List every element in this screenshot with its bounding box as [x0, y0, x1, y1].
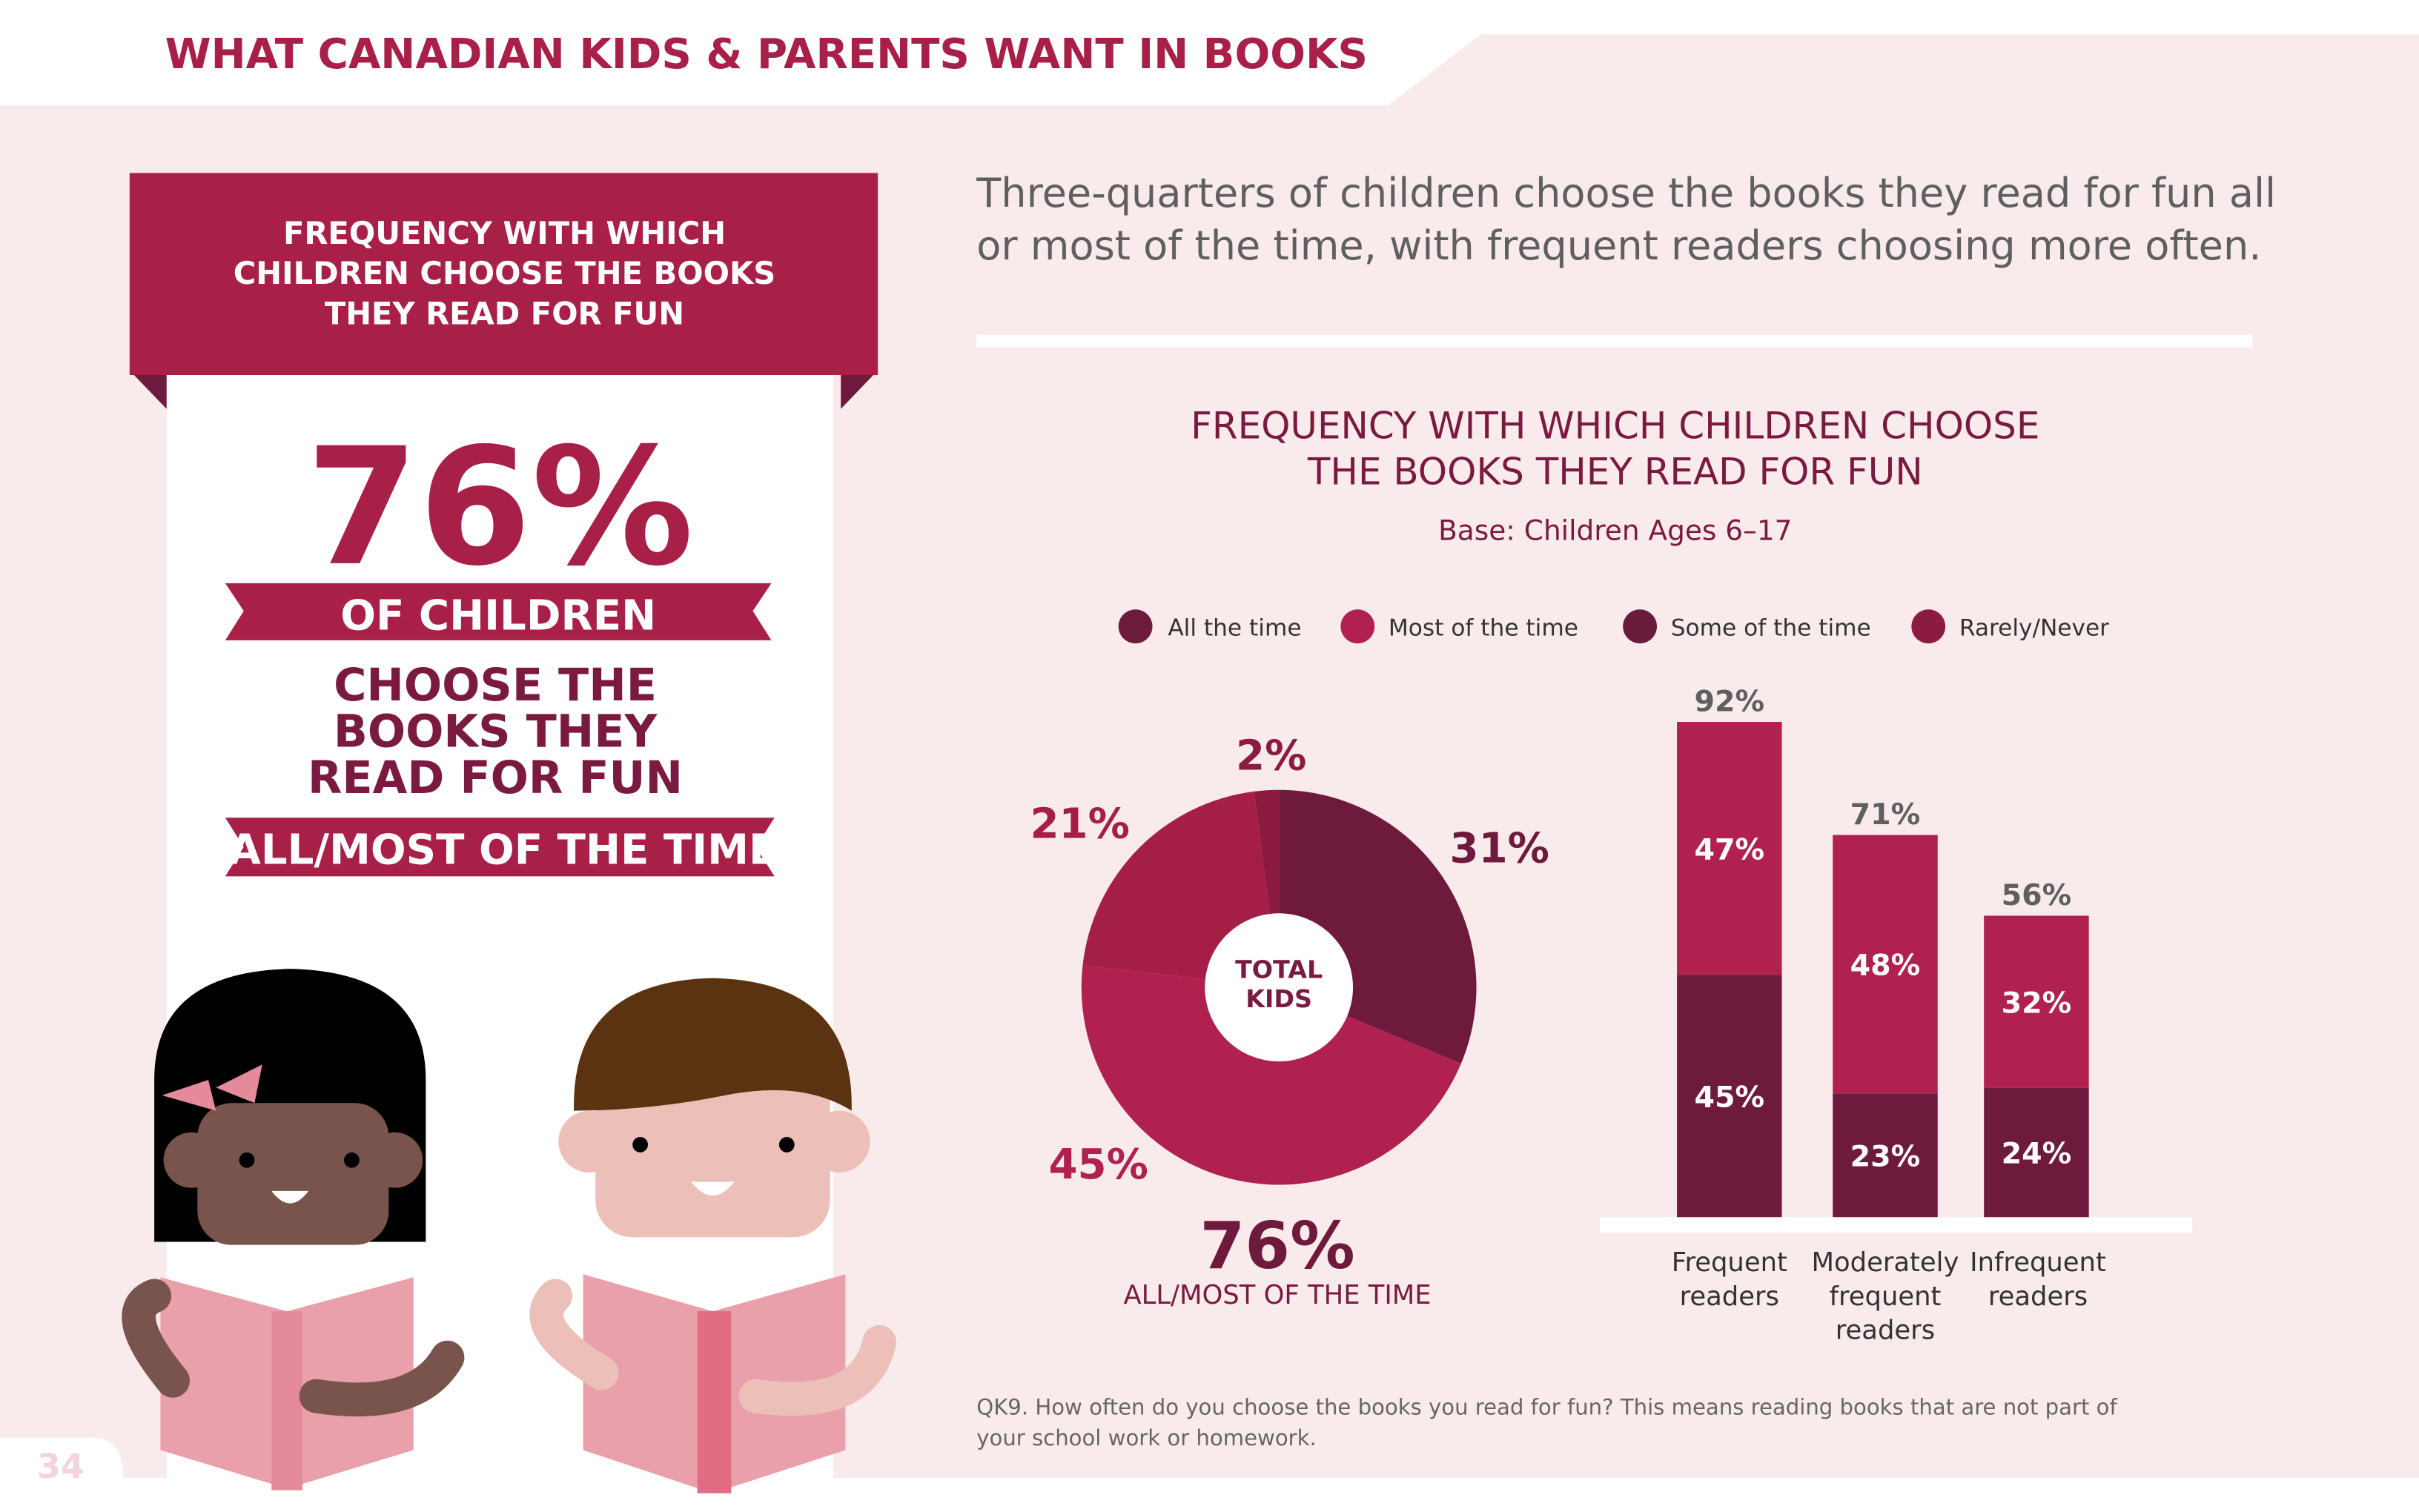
donut-summary-label: ALL/MOST OF THE TIME	[1123, 1280, 1431, 1310]
headline-line: or most of the time, with frequent reade…	[976, 222, 2261, 269]
divider	[976, 334, 2253, 348]
ribbon-text: OF CHILDREN	[340, 591, 656, 640]
bar-category-label: Moderately	[1812, 1247, 1959, 1278]
bar-category-label: readers	[1836, 1316, 1935, 1346]
donut-hole	[1205, 913, 1354, 1062]
footnote-line: QK9. How often do you choose the books y…	[976, 1395, 2117, 1420]
bar-category-label: Frequent	[1672, 1247, 1787, 1278]
banner-line: THEY READ FOR FUN	[325, 295, 684, 331]
bar-segment	[1833, 1093, 1938, 1218]
chart-title: THE BOOKS THEY READ FOR FUN	[1307, 451, 1923, 494]
bar-segment-label: 48%	[1850, 948, 1921, 982]
donut-center-label: TOTAL	[1235, 955, 1323, 984]
middle-line: BOOKS THEY	[334, 706, 658, 758]
headline-line: Three-quarters of children choose the bo…	[976, 170, 2276, 216]
legend-label: All the time	[1168, 615, 1301, 642]
bar-segment-label: 47%	[1694, 832, 1764, 866]
bar-baseline	[1599, 1217, 2193, 1233]
stacked-bar-chart: 45% 47% 92% 23% 48% 71% 24% 32% 56%	[1677, 684, 2089, 1218]
girl-reading-illustration	[122, 969, 465, 1491]
header-title: WHAT CANADIAN KIDS & PARENTS WANT IN BOO…	[165, 30, 1368, 79]
ribbon-all-most	[225, 818, 775, 877]
big-stat: 76%	[306, 413, 694, 602]
bar-segment	[1984, 1087, 2089, 1218]
legend-swatch-rarely	[1911, 609, 1946, 644]
legend-swatch-most	[1340, 609, 1375, 644]
donut-label-some: 21%	[1030, 800, 1129, 848]
legend-label: Rarely/Never	[1959, 615, 2109, 642]
bar-segment-label: 45%	[1694, 1080, 1764, 1114]
bar-category-label: frequent	[1830, 1281, 1942, 1312]
bar-total-label: 56%	[2002, 878, 2072, 912]
donut-slice-most	[1081, 965, 1461, 1185]
banner-line: FREQUENCY WITH WHICH	[283, 215, 726, 251]
ribbon-of-children	[225, 583, 772, 640]
donut-summary: 76%	[1199, 1208, 1354, 1284]
bar-category-label: readers	[1680, 1281, 1779, 1312]
donut-center-label: KIDS	[1245, 984, 1312, 1013]
header-band	[0, 0, 2419, 105]
middle-line: READ FOR FUN	[308, 752, 683, 804]
chart-subtitle: Base: Children Ages 6–17	[1438, 514, 1792, 547]
bar-segment	[1833, 835, 1938, 1094]
donut-label-all: 31%	[1450, 825, 1549, 873]
left-panel	[166, 370, 833, 1482]
legend-label: Some of the time	[1671, 615, 1871, 642]
page-number-tab	[0, 1437, 124, 1512]
middle-line: CHOOSE THE	[334, 660, 657, 712]
bar-segment	[1677, 722, 1782, 975]
donut-label-rarely: 2%	[1236, 732, 1306, 780]
bar-segment-label: 24%	[2002, 1137, 2072, 1171]
boy-reading-illustration	[529, 978, 897, 1493]
ribbon-text: ALL/MOST OF THE TIME	[228, 826, 777, 875]
left-banner	[129, 173, 878, 375]
banner-line: CHILDREN CHOOSE THE BOOKS	[234, 255, 775, 291]
bar-total-label: 92%	[1694, 684, 1764, 718]
page-number: 34	[37, 1447, 85, 1486]
chart-title: FREQUENCY WITH WHICH CHILDREN CHOOSE	[1191, 404, 2039, 447]
bar-segment	[1677, 975, 1782, 1218]
bar-total-label: 71%	[1850, 798, 1921, 832]
legend-swatch-some	[1623, 609, 1657, 644]
bar-segment-label: 32%	[2002, 986, 2072, 1020]
footnote-line: your school work or homework.	[976, 1425, 1316, 1450]
bar-category-label: readers	[1988, 1281, 2088, 1312]
footer-band	[0, 1477, 2419, 1512]
bar-category-label: Infrequent	[1970, 1247, 2106, 1278]
legend: All the time Most of the time Some of th…	[1118, 609, 2109, 644]
bar-segment	[1984, 915, 2089, 1088]
bar-segment-label: 23%	[1850, 1139, 1921, 1173]
legend-swatch-all	[1118, 609, 1153, 644]
legend-label: Most of the time	[1389, 615, 1578, 642]
donut-label-most: 45%	[1048, 1141, 1148, 1189]
